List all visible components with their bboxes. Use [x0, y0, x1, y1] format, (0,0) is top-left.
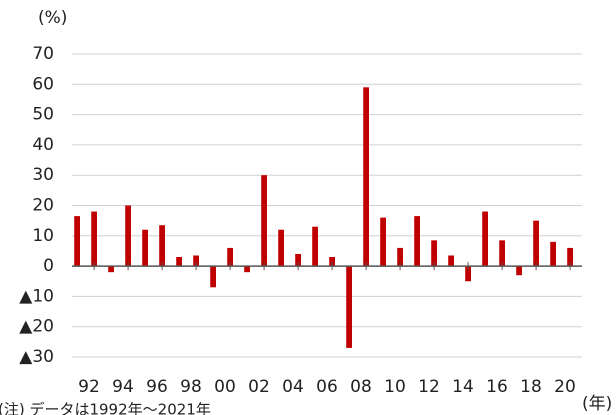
x-tick-label: 08 — [350, 377, 372, 397]
y-tick-label: 30 — [32, 165, 54, 185]
bar — [74, 216, 80, 267]
bar — [414, 216, 420, 267]
y-tick-label: 20 — [32, 196, 54, 216]
x-tick-label: 12 — [418, 377, 440, 397]
x-tick-label: 92 — [78, 377, 100, 397]
x-tick-label: 06 — [316, 377, 338, 397]
bar — [91, 211, 97, 267]
bar — [533, 220, 539, 267]
bar — [142, 229, 148, 267]
y-tick-label: ▲20 — [19, 317, 54, 337]
bar — [278, 229, 284, 267]
bar — [465, 266, 471, 282]
bar — [516, 266, 522, 276]
x-tick-label: 14 — [452, 377, 474, 397]
note: (注) データは1992年～2021年 — [0, 401, 211, 415]
y-tick-label: 60 — [32, 74, 54, 94]
x-tick-label: 04 — [282, 377, 304, 397]
bar — [329, 257, 335, 267]
bar — [227, 247, 233, 267]
x-tick-label: 18 — [520, 377, 542, 397]
bar — [159, 225, 165, 267]
bar — [261, 175, 267, 267]
bar — [380, 217, 386, 267]
y-tick-label: 70 — [32, 44, 54, 64]
bar — [244, 266, 250, 273]
x-tick-label: 96 — [146, 377, 168, 397]
bar — [567, 247, 573, 267]
x-tick-label: 00 — [214, 377, 236, 397]
bar — [176, 257, 182, 267]
bar — [108, 266, 114, 273]
y-tick-label: 50 — [32, 105, 54, 125]
x-tick-label: 98 — [180, 377, 202, 397]
y-unit: (%) — [38, 8, 67, 28]
bar — [448, 255, 454, 267]
bar — [125, 205, 131, 267]
x-tick-label: 20 — [554, 377, 576, 397]
bar — [397, 247, 403, 267]
y-tick-label: 0 — [43, 256, 54, 276]
y-tick-label: ▲10 — [19, 286, 54, 306]
x-unit: (年) — [582, 394, 612, 414]
bar — [550, 241, 556, 267]
bar — [482, 211, 488, 267]
bar — [363, 87, 369, 267]
x-tick-label: 10 — [384, 377, 406, 397]
bar — [210, 266, 216, 288]
x-tick-label: 16 — [486, 377, 508, 397]
bar — [346, 266, 352, 348]
y-tick-label: 40 — [32, 135, 54, 155]
bar — [295, 253, 301, 267]
bar — [193, 255, 199, 267]
y-tick-label: 10 — [32, 226, 54, 246]
y-tick-label: ▲30 — [19, 347, 54, 367]
x-tick-label: 02 — [248, 377, 270, 397]
bar — [431, 240, 437, 267]
x-tick-label: 94 — [112, 377, 134, 397]
bar — [499, 240, 505, 267]
bar — [312, 226, 318, 267]
